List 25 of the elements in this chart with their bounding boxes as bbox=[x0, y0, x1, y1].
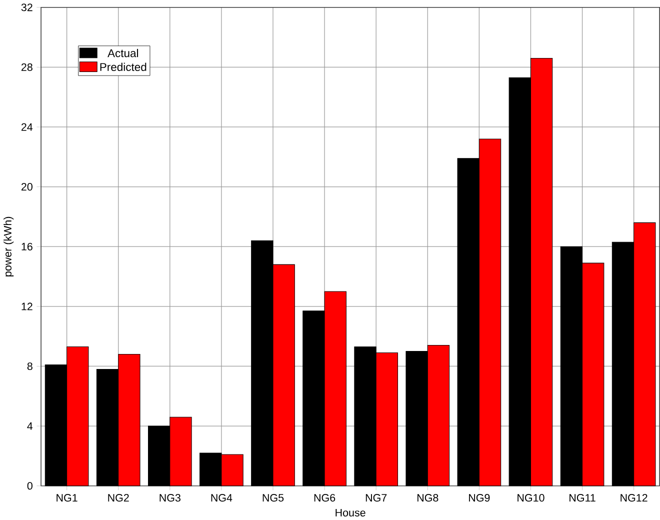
x-tick-label: NG1 bbox=[56, 494, 78, 502]
y-tick-label: 16 bbox=[22, 242, 32, 250]
y-tick-label: 8 bbox=[27, 362, 32, 370]
x-tick-label: NG2 bbox=[108, 494, 129, 502]
x-tick-label: NG9 bbox=[469, 494, 490, 502]
y-tick-label: 32 bbox=[21, 4, 32, 12]
x-tick-label: NG6 bbox=[314, 494, 336, 502]
x-axis-title: House bbox=[336, 508, 366, 516]
y-tick-label: 28 bbox=[21, 63, 32, 71]
x-tick-label: NG7 bbox=[366, 494, 387, 502]
y-tick-label: 0 bbox=[27, 482, 32, 490]
y-tick-label: 24 bbox=[21, 123, 33, 131]
y-axis-title: power (kWh) bbox=[4, 216, 14, 276]
x-tick-label: NG5 bbox=[262, 494, 284, 502]
y-tick-label: 4 bbox=[27, 422, 33, 430]
x-tick-label: NG3 bbox=[160, 494, 180, 502]
legend-label: Predicted bbox=[100, 62, 146, 72]
x-tick-label: NG4 bbox=[211, 494, 232, 502]
x-tick-label: NG12 bbox=[620, 494, 648, 502]
x-tick-label: NG8 bbox=[417, 494, 438, 502]
y-tick-label: 20 bbox=[21, 182, 32, 191]
y-tick-label: 12 bbox=[22, 302, 32, 310]
legend-label: Actual bbox=[108, 48, 138, 58]
x-tick-label: NG10 bbox=[518, 494, 544, 502]
x-tick-label: NG11 bbox=[570, 494, 596, 502]
